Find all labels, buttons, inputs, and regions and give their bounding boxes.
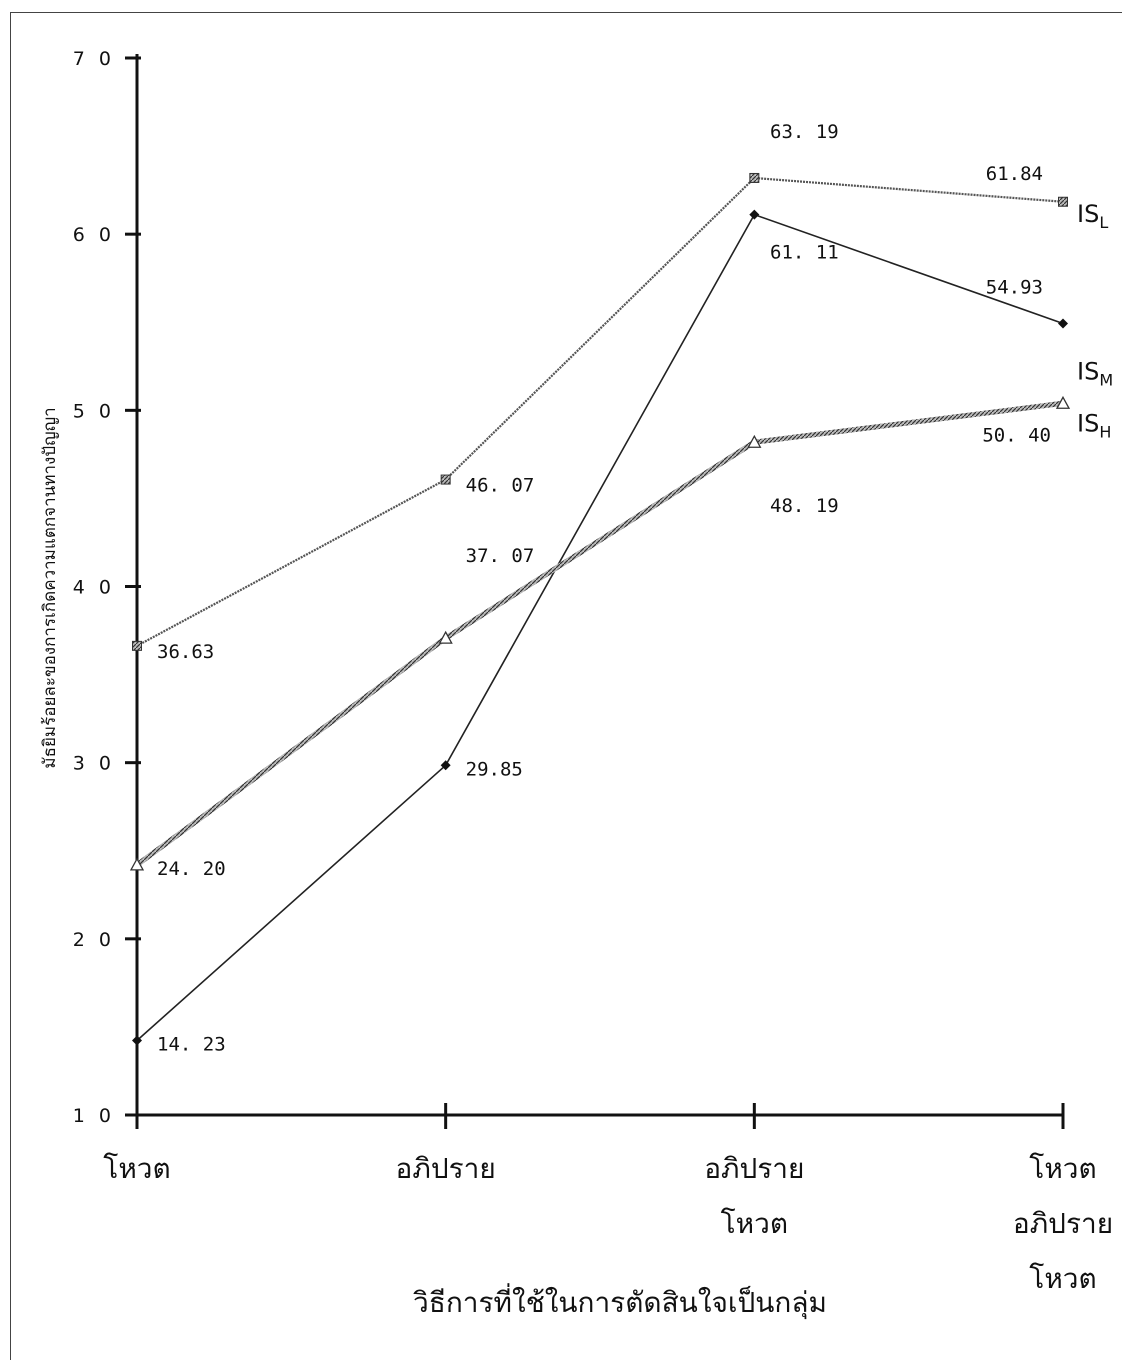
data-label: 61. 11: [770, 242, 839, 264]
series-name-label: ISH: [1077, 409, 1111, 441]
series-name-label: ISL: [1077, 200, 1108, 232]
series-subscript: M: [1099, 370, 1113, 389]
data-point: [749, 209, 760, 220]
data-point: [747, 434, 762, 448]
data-point: [1055, 395, 1071, 409]
x-tick-label: อภิปราย: [704, 1152, 804, 1185]
x-tick-label: โหวต: [103, 1152, 170, 1185]
y-tick-label: 3 0: [73, 753, 115, 775]
series-name: IS: [1077, 409, 1099, 437]
data-label: 63. 19: [770, 121, 839, 143]
data-label: 36.63: [157, 641, 214, 663]
x-tick-label: โหวต: [1029, 1262, 1096, 1295]
data-point: [129, 857, 145, 871]
x-tick-label: โหวต: [1029, 1152, 1096, 1185]
data-label: 54.93: [986, 276, 1043, 298]
data-point: [749, 172, 760, 183]
series-line-ISH: [135, 400, 1064, 867]
series-subscript: H: [1099, 422, 1111, 441]
data-point: [1058, 318, 1068, 329]
series-name: IS: [1077, 357, 1099, 385]
data-point: [440, 760, 451, 771]
x-tick-label: อภิปราย: [396, 1152, 496, 1185]
data-label: 61.84: [986, 163, 1043, 185]
x-tick-label: อภิปราย: [1013, 1207, 1113, 1240]
y-tick-label: 5 0: [73, 400, 115, 422]
y-tick-label: 2 0: [73, 929, 115, 951]
series-line-ISL: [136, 176, 1064, 647]
data-label: 48. 19: [770, 495, 839, 517]
x-tick-label: โหวต: [721, 1207, 788, 1240]
chart-frame: [10, 12, 1122, 1360]
data-label: 50. 40: [982, 424, 1051, 446]
data-label: 29.85: [466, 758, 523, 780]
data-label: 14. 23: [157, 1033, 226, 1055]
data-point: [132, 640, 142, 651]
y-tick-label: 7 0: [73, 48, 115, 70]
series-subscript: L: [1099, 213, 1108, 232]
y-tick-label: 4 0: [73, 577, 115, 599]
data-point: [1058, 196, 1068, 207]
series-line-ISM: [136, 213, 1064, 1042]
y-tick-label: 1 0: [73, 1105, 115, 1127]
data-point: [440, 474, 451, 485]
series-line-ISH-base: [135, 400, 1064, 867]
series-name-label: ISM: [1077, 357, 1113, 389]
y-axis-title: มัธยิมร้อยละของการเกิดความแตกจานทางปัญญา: [40, 407, 60, 768]
data-point: [132, 1035, 142, 1046]
series-name: IS: [1077, 200, 1099, 228]
x-axis-title: วิธีการที่ใช้ในการตัดสินใจเป็นกลุ่ม: [413, 1283, 827, 1320]
y-tick-label: 6 0: [73, 224, 115, 246]
data-point: [438, 630, 453, 644]
data-label: 37. 07: [466, 545, 535, 567]
data-label: 24. 20: [157, 858, 226, 880]
data-label: 46. 07: [466, 475, 535, 497]
